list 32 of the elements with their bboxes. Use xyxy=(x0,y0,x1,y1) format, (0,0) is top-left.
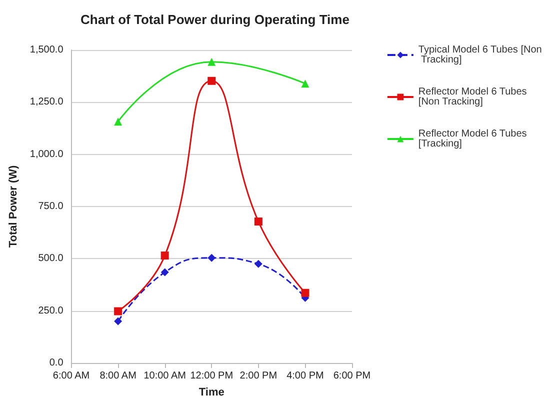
y-tick-label: 250.0 xyxy=(38,305,64,316)
x-tick-label: 6:00 AM xyxy=(52,370,90,382)
point xyxy=(114,307,122,316)
x-axis-title: Time xyxy=(198,386,224,398)
x-tick-label: 4:00 PM xyxy=(286,370,324,382)
point xyxy=(160,252,169,260)
x-tick-label: 6:00 PM xyxy=(333,370,371,382)
x-tick-label: 2:00 PM xyxy=(240,370,278,382)
x-tick-label: 8:00 AM xyxy=(100,370,136,382)
legend-label: Reflector Model 6 Tubes [Tracking] xyxy=(418,128,530,150)
point xyxy=(254,218,262,226)
point xyxy=(301,80,310,88)
chart-title: Chart of Total Power during Operating Time xyxy=(80,12,350,27)
point xyxy=(208,254,216,262)
point xyxy=(114,317,122,326)
point xyxy=(114,118,122,126)
y-tick-label: 1,500.0 xyxy=(30,44,64,56)
y-tick-label: 1,000.0 xyxy=(30,148,64,160)
point xyxy=(301,288,310,297)
y-tick-label: 0.0 xyxy=(49,358,64,368)
y-tick-label: 750.0 xyxy=(38,201,64,212)
x-tick-label: 10:00 AM xyxy=(144,370,186,382)
point xyxy=(208,58,216,66)
point xyxy=(208,76,216,85)
legend-label: Typical Model 6 Tubes [Non Tracking] xyxy=(418,44,542,66)
point xyxy=(254,260,262,268)
y-tick-label: 500.0 xyxy=(38,253,64,264)
y-tick-label: 1,250.0 xyxy=(30,96,64,108)
y-axis-title: Total Power (W) xyxy=(8,165,20,248)
point xyxy=(160,268,169,276)
x-tick-label: 12:00 PM xyxy=(190,370,234,382)
legend-label: Reflector Model 6 Tubes [Non Tracking] xyxy=(418,86,530,108)
